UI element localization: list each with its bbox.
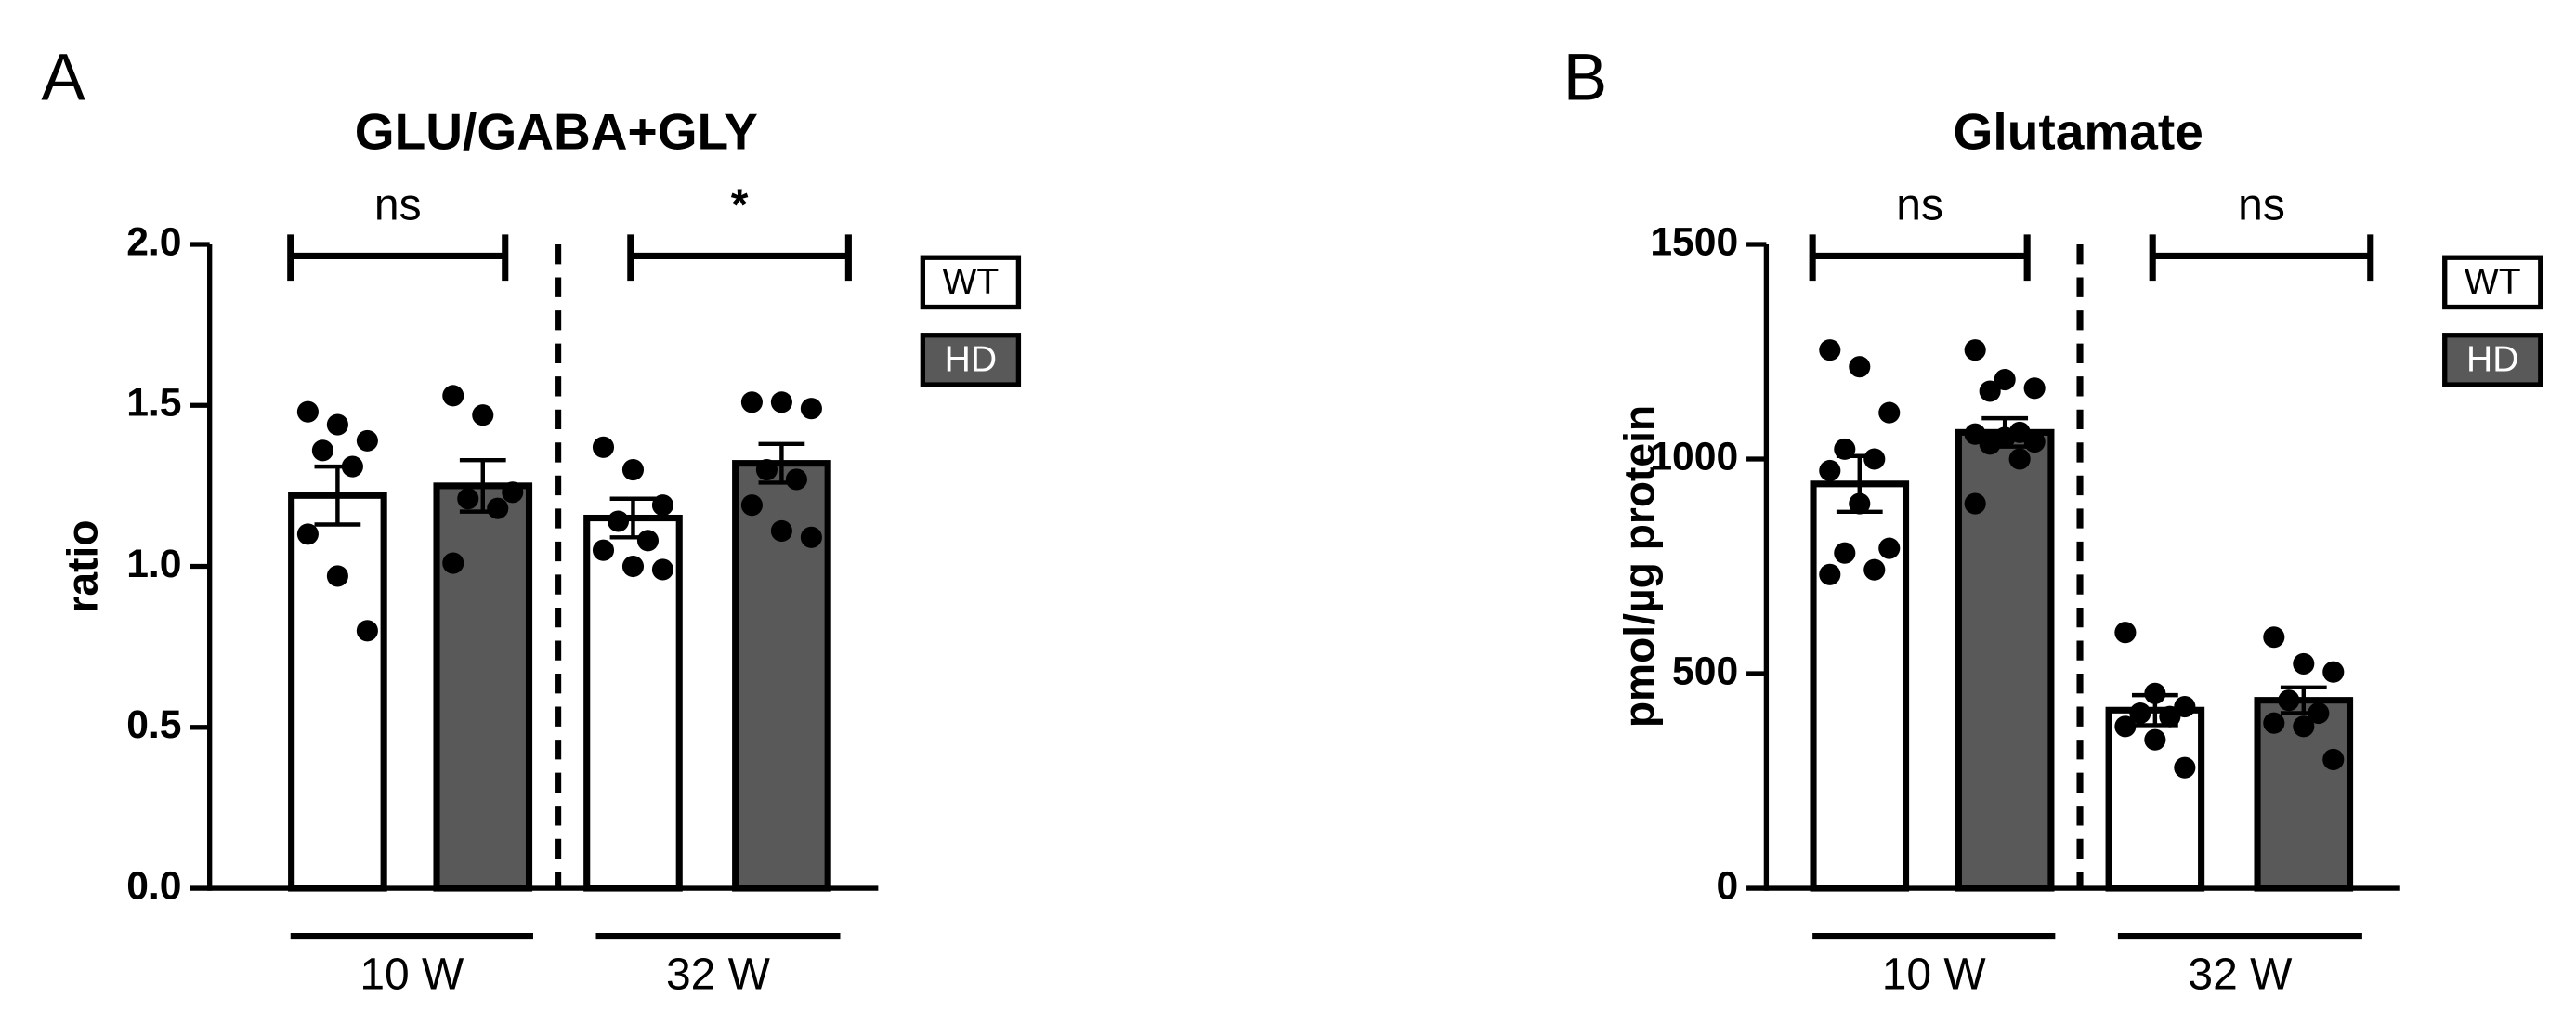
legend-swatch (920, 255, 1022, 310)
data-point (2322, 661, 2345, 683)
data-point (607, 510, 630, 532)
data-point (770, 519, 792, 542)
data-point (740, 494, 763, 517)
data-point (785, 468, 807, 491)
data-point (1819, 459, 1841, 482)
data-point (1878, 401, 1901, 424)
data-point (636, 530, 660, 552)
data-point (296, 400, 319, 423)
group-label: 10 W (1882, 951, 1987, 1000)
data-point (1819, 563, 1841, 585)
legend-label: HD (2466, 339, 2518, 379)
sig-label: ns (2238, 181, 2285, 230)
data-point (487, 497, 509, 519)
legend-swatch (920, 333, 1022, 387)
group-label: 32 W (2188, 951, 2293, 1000)
data-point (2263, 626, 2285, 649)
data-point (2144, 682, 2166, 704)
data-point (755, 459, 778, 481)
data-point (1849, 492, 1871, 515)
legend-label: WT (2465, 262, 2521, 302)
data-point (356, 429, 378, 452)
data-point (651, 558, 674, 581)
legend-swatch (2442, 333, 2543, 387)
data-point (1834, 542, 1856, 564)
data-point (2114, 622, 2137, 644)
sig-label: ns (1896, 181, 1943, 230)
data-point (457, 488, 479, 510)
bar (1955, 428, 2055, 892)
data-point (311, 439, 333, 462)
bar (288, 492, 387, 892)
panel-label: B (1563, 42, 1607, 115)
data-point (800, 398, 822, 420)
y-axis-label: ratio (59, 519, 107, 612)
y-tick-label: 1500 (1650, 219, 1738, 264)
data-point (472, 404, 494, 426)
data-point (2293, 652, 2315, 675)
data-point (592, 539, 615, 561)
sig-label: ns (374, 181, 422, 230)
data-point (651, 494, 674, 517)
data-point (296, 523, 319, 545)
data-point (1979, 433, 2001, 455)
data-point (326, 565, 348, 587)
sig-label: * (731, 181, 749, 230)
data-point (1863, 448, 1886, 470)
legend-label: HD (945, 339, 997, 379)
data-point (1994, 368, 2016, 391)
data-point (2293, 715, 2315, 738)
data-point (2174, 756, 2196, 779)
chart-title: Glutamate (1954, 102, 2203, 160)
data-point (2023, 377, 2046, 400)
data-point (1819, 339, 1841, 361)
data-point (1979, 380, 2001, 402)
data-point (341, 455, 363, 478)
legend-label: WT (942, 262, 999, 302)
data-point (442, 552, 464, 574)
data-point (740, 391, 763, 413)
y-tick-label: 1000 (1650, 434, 1738, 479)
panel-label: A (41, 42, 85, 115)
data-point (1834, 438, 1856, 460)
y-tick-label: 0.0 (126, 863, 181, 908)
data-point (2114, 715, 2137, 738)
data-point (2008, 448, 2031, 470)
data-point (621, 555, 645, 578)
y-tick-label: 1.0 (126, 542, 181, 586)
data-point (592, 436, 615, 458)
data-point (1863, 558, 1886, 581)
y-tick-label: 500 (1672, 649, 1738, 693)
data-point (2308, 702, 2330, 725)
data-point (2278, 689, 2300, 712)
data-point (2144, 728, 2166, 751)
data-point (1964, 492, 1986, 515)
data-point (800, 526, 822, 548)
data-point (1964, 339, 1986, 361)
y-tick-label: 1.5 (126, 381, 181, 426)
data-point (1849, 356, 1871, 378)
data-point (621, 459, 645, 481)
y-tick-label: 0.5 (126, 702, 181, 747)
data-point (502, 481, 524, 504)
data-point (2023, 430, 2046, 453)
y-tick-label: 2.0 (126, 219, 181, 264)
bar (433, 482, 533, 892)
data-point (1878, 537, 1901, 559)
y-tick-label: 0 (1716, 863, 1738, 908)
legend-swatch (2442, 255, 2543, 310)
data-point (2322, 748, 2345, 770)
data-point (442, 385, 464, 407)
data-point (2263, 712, 2285, 734)
group-label: 10 W (360, 951, 464, 1000)
data-point (2159, 705, 2181, 728)
data-point (356, 620, 378, 642)
data-point (326, 413, 348, 436)
y-axis-label: pmol/µg protein (1615, 405, 1663, 728)
data-point (2129, 702, 2151, 725)
group-label: 32 W (666, 951, 771, 1000)
data-point (770, 391, 792, 413)
chart-title: GLU/GABA+GLY (355, 102, 758, 160)
